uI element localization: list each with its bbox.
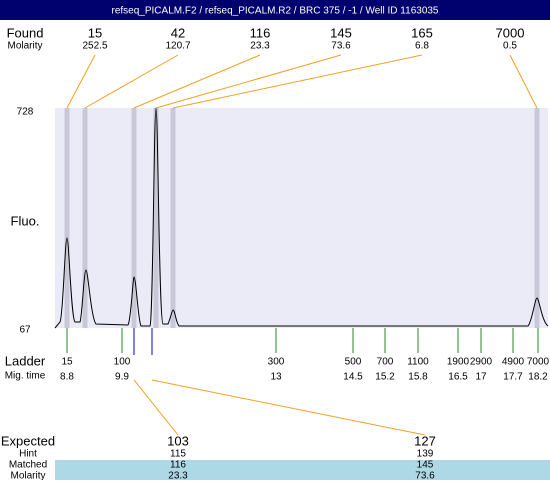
ladder-size: 500 [345,357,362,368]
ladder-time: 9.9 [115,372,129,383]
found-size: 165 [411,25,433,40]
ladder-time: 18.2 [528,372,548,383]
found-molarity: 6.8 [415,41,429,52]
matched-size: 116 [170,460,186,471]
peak-band [82,108,88,328]
ladder-time: 17 [475,372,487,383]
axis-min: 67 [19,325,31,336]
matched-size: 145 [417,460,434,471]
peak-connector [155,54,342,109]
expected-connector [151,379,426,436]
peak-band [131,108,137,328]
peak-band [534,108,540,328]
molarity-label: Molarity [7,41,42,52]
expected-size: 103 [167,433,189,448]
found-size: 15 [88,25,102,40]
ladder-size: 700 [377,357,394,368]
matched-molarity: 23.3 [168,471,188,480]
plot-area [55,108,548,328]
found-molarity: 73.6 [331,41,351,52]
found-molarity: 120.7 [165,41,190,52]
ladder-time: 15.2 [375,372,395,383]
ladder-size: 100 [114,357,131,368]
matched-label: Matched [9,460,47,471]
ladder-size: 2900 [470,357,493,368]
ladder-size: 15 [61,357,73,368]
title-bar [0,0,550,20]
ladder-time: 15.8 [408,372,428,383]
peak-connector [66,54,96,109]
found-size: 116 [250,25,271,40]
found-size: 42 [171,25,185,40]
matched-band [55,460,550,480]
found-molarity: 23.3 [250,41,270,52]
found-molarity: 0.5 [503,41,517,52]
ladder-time: 8.8 [60,372,74,383]
peak-band [170,108,176,328]
hint-size: 139 [417,449,434,460]
found-molarity: 252.5 [82,41,107,52]
hint-size: 115 [170,449,186,460]
peak-connector [172,54,423,109]
ladder-time: 16.5 [448,372,468,383]
ladder-time: 13 [270,372,282,383]
expected-connector [133,379,179,436]
peak-connector [84,54,179,109]
trace [54,107,549,329]
ladder-time: 14.5 [343,372,363,383]
ladder-time: 17.7 [503,372,523,383]
expected-label: Expected [1,433,55,448]
expected-size: 127 [414,433,436,448]
peak-band [64,108,70,328]
ladder-size: 7000 [527,357,550,368]
mig-time-label: Mig. time [5,371,46,382]
ladder-size: 1100 [407,357,429,368]
ladder-label: Ladder [5,353,46,368]
peak-band [153,108,159,328]
title: refseq_PICALM.F2 / refseq_PICALM.R2 / BR… [112,6,439,17]
ladder-size: 1900 [447,357,470,368]
found-size: 7000 [496,25,525,40]
found-size: 145 [330,25,352,40]
peak-connector [509,54,538,109]
hint-label: Hint [19,449,37,460]
found-label: Found [7,25,44,40]
molarity-label: Molarity [10,471,45,480]
peak-connector [133,54,261,109]
axis-label: Fluo. [11,213,40,228]
axis-max: 728 [17,107,34,118]
ladder-size: 4900 [502,357,525,368]
matched-molarity: 73.6 [415,471,435,480]
ladder-size: 300 [268,357,285,368]
